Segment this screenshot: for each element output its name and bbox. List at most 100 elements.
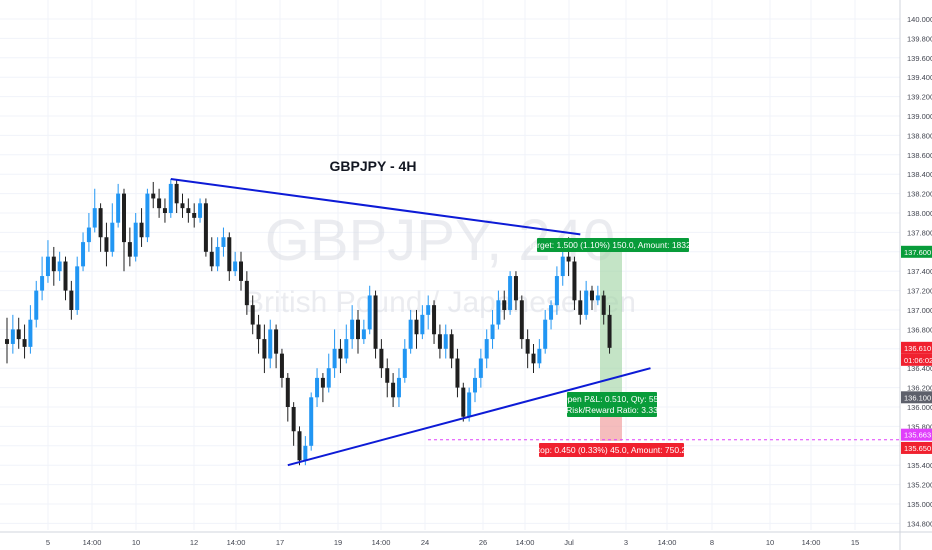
candle-body	[350, 319, 355, 340]
candle-body	[157, 198, 162, 209]
price-tick-label: 139.600	[907, 54, 932, 63]
candle-body	[34, 290, 39, 320]
candle-body	[309, 397, 314, 446]
candle-body	[367, 295, 372, 330]
candle-body	[414, 319, 419, 335]
price-tick-label: 135.400	[907, 461, 932, 470]
candle-body	[396, 377, 401, 398]
price-tick-label: 138.000	[907, 209, 932, 218]
candle-body	[402, 348, 407, 378]
candle-body	[57, 261, 62, 272]
time-tick-label: 10	[132, 538, 140, 547]
candle-body	[239, 261, 243, 281]
candle-body	[198, 203, 203, 218]
trendlines[interactable]	[170, 178, 651, 467]
candle-body	[531, 353, 536, 364]
price-tick-label: 136.000	[907, 403, 932, 412]
candle-body	[437, 334, 442, 349]
price-tick-label: 138.200	[907, 190, 932, 199]
candle-body	[361, 329, 366, 340]
trendline-upper[interactable]	[170, 178, 581, 236]
target-label-box	[537, 238, 689, 252]
candle-body	[16, 329, 21, 340]
candle-body	[168, 183, 173, 213]
pnl-label-text: Risk/Reward Ratio: 3.33	[566, 405, 658, 415]
time-tick-label: 14:00	[658, 538, 677, 547]
time-tick-label: 14:00	[227, 538, 246, 547]
price-tick-label: 139.400	[907, 73, 932, 82]
time-tick-label: 12	[190, 538, 198, 547]
candle-body	[297, 431, 302, 461]
time-axis[interactable]: 5 14:00 10 12 14:00 17 19 14:00 24 26 14:00 Jul 3 14:…	[0, 531, 932, 547]
price-tick-label: 139.000	[907, 112, 932, 121]
candle-body	[244, 280, 249, 306]
candle-body	[513, 276, 518, 301]
candle-body	[215, 246, 220, 267]
candle-body	[110, 222, 115, 252]
candle-body	[326, 368, 331, 388]
time-tick-label: 14:00	[372, 538, 391, 547]
candle-body	[75, 266, 80, 310]
candle-body	[508, 276, 513, 310]
candle-body	[203, 203, 208, 252]
candle-body	[10, 329, 15, 344]
price-tick-label: 136.400	[907, 364, 932, 373]
price-axis[interactable]: 140.000 139.800 139.600 139.400 139.200 139.0…	[899, 0, 932, 550]
candle-body	[601, 295, 606, 315]
candle-body	[151, 193, 156, 199]
stop-price-tag	[901, 441, 932, 454]
price-tick-label: 139.200	[907, 93, 932, 102]
alert-price-value: 135.663	[904, 431, 931, 440]
grid	[0, 0, 900, 530]
time-tick-label: 19	[334, 538, 342, 547]
time-tick-label: 15	[851, 538, 859, 547]
pnl-label-text: Open P&L: 0.510, Qty: 555	[561, 394, 663, 404]
candle-body	[379, 348, 384, 369]
price-tick-label: 137.400	[907, 267, 932, 276]
stop-label-text: Stop: 0.450 (0.33%) 45.0, Amount: 750.25	[532, 445, 691, 455]
target-label-text: Target: 1.500 (1.10%) 150.0, Amount: 183…	[528, 240, 698, 250]
current-price-tag	[901, 341, 932, 354]
target-price-tag	[901, 245, 932, 258]
candle-body	[578, 300, 583, 315]
stop-label-box	[539, 443, 684, 457]
pnl-label-box	[567, 392, 657, 417]
candle-body	[467, 392, 472, 417]
candle-body	[496, 300, 501, 325]
time-tick-label: 14:00	[802, 538, 821, 547]
trendline-lower[interactable]	[287, 367, 651, 467]
price-tick-label: 138.400	[907, 170, 932, 179]
time-tick-label: 8	[710, 538, 714, 547]
candle-body	[227, 237, 232, 272]
candle-body	[162, 208, 167, 213]
candle-body	[408, 319, 413, 349]
candle-body	[385, 368, 390, 383]
time-tick-label: 26	[479, 538, 487, 547]
candle-body	[344, 339, 349, 359]
price-tick-label: 137.000	[907, 306, 932, 315]
price-tick-label: 136.800	[907, 325, 932, 334]
candle-body	[543, 319, 548, 349]
candle-body	[133, 222, 138, 257]
price-tick-label: 137.800	[907, 228, 932, 237]
candle-body	[127, 242, 132, 257]
price-tick-label: 139.800	[907, 34, 932, 43]
time-tick-label: 14:00	[83, 538, 102, 547]
candle-body	[22, 339, 27, 347]
candle-body	[256, 324, 261, 340]
candle-body	[560, 256, 565, 277]
candle-body	[268, 329, 273, 359]
position-labels: Target: 1.500 (1.10%) 150.0, Amount: 183…	[528, 238, 698, 457]
candle-body	[279, 353, 284, 378]
chart-title: GBPJPY - 4H	[330, 158, 417, 174]
candle-body	[40, 276, 45, 291]
candle-body	[233, 261, 238, 272]
candles	[5, 179, 612, 466]
candle-body	[432, 305, 437, 335]
candle-body	[449, 334, 454, 359]
candle-body	[98, 208, 103, 238]
candle-body	[250, 305, 255, 325]
countdown-tag	[901, 353, 932, 366]
candle-body	[69, 290, 74, 310]
